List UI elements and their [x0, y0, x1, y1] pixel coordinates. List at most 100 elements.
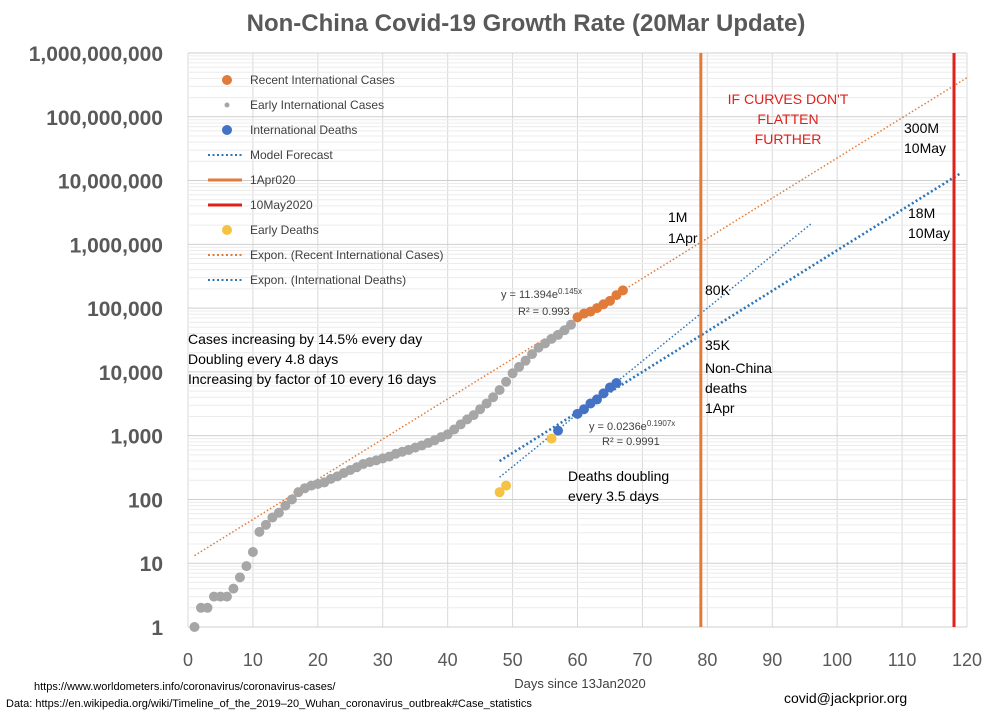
x-tick-label: 90	[762, 650, 782, 670]
deaths-80k-annotation: 80K	[705, 282, 731, 298]
data-points	[189, 285, 628, 632]
legend-international-deaths-label: International Deaths	[250, 123, 357, 137]
warning-annotation: IF CURVES DON'T FLATTEN FURTHER	[728, 91, 849, 147]
y-tick-label: 100	[128, 489, 163, 512]
cases-r-squared: R² = 0.993	[518, 306, 570, 318]
chart-title: Non-China Covid-19 Growth Rate (20Mar Up…	[247, 10, 806, 37]
early-international-cases-point	[559, 325, 570, 336]
x-axis-ticks: 0 10 20 30 40 50 60 70 80 90 100 110 120	[183, 650, 982, 670]
cases-growth-line-1: Cases increasing by 14.5% every day	[188, 331, 422, 347]
legend-early-international-cases-label: Early International Cases	[250, 98, 384, 112]
cases-10may-annotation: 300M 10May	[904, 120, 946, 156]
deaths-doubling-annotation: Deaths doubling every 3.5 days	[568, 468, 669, 504]
legend-early-deaths-label: Early Deaths	[250, 223, 319, 237]
early-international-cases-point	[189, 622, 200, 632]
x-tick-label: 10	[243, 650, 263, 670]
y-tick-label: 1,000,000	[70, 234, 163, 257]
legend-early-international-cases-marker	[224, 102, 230, 108]
international-deaths-point	[553, 425, 564, 436]
international-deaths-point	[598, 388, 609, 399]
x-tick-label: 30	[373, 650, 393, 670]
early-international-cases-point	[468, 410, 479, 421]
early-international-cases-point	[228, 583, 239, 594]
deaths-10may-date: 10May	[908, 225, 950, 241]
cases-10may-value: 300M	[904, 120, 939, 136]
legend: Recent International Cases Early Internat…	[208, 73, 443, 287]
early-international-cases-point	[520, 355, 531, 366]
early-international-cases-point	[481, 398, 492, 409]
x-axis-label: Days since 13Jan2020	[514, 676, 646, 691]
x-tick-label: 20	[308, 650, 328, 670]
legend-expon-recent-international-cases-label: Expon. (Recent International Cases)	[250, 248, 443, 262]
deaths-35k-line-4: 1Apr	[705, 400, 735, 416]
x-tick-label: 0	[183, 650, 193, 670]
cases-10may-date: 10May	[904, 140, 946, 156]
legend-10may2020-label: 10May2020	[250, 198, 313, 212]
legend-early-deaths-marker	[222, 225, 232, 235]
deaths-r-squared: R² = 0.9991	[602, 436, 660, 448]
early-international-cases-point	[247, 546, 258, 557]
x-tick-label: 70	[632, 650, 652, 670]
early-deaths-point	[494, 487, 505, 498]
y-axis-ticks: 1 10 100 1,000 10,000 100,000 1,000,000 10,000,…	[29, 43, 164, 640]
legend-recent-international-cases-label: Recent International Cases	[250, 73, 395, 87]
x-tick-label: 110	[888, 650, 917, 670]
deaths-10may-value: 18M	[908, 205, 935, 221]
deaths-doubling-line-2: every 3.5 days	[568, 488, 659, 504]
early-international-cases-point	[241, 561, 252, 572]
early-international-cases-point	[475, 404, 486, 415]
vertical-lines	[699, 53, 956, 627]
x-tick-label: 100	[822, 650, 852, 670]
early-international-cases-point	[221, 591, 232, 602]
recent-international-cases-point	[604, 295, 615, 306]
cases-1apr-annotation: 1M 1Apr	[668, 209, 698, 246]
y-tick-label: 100,000	[87, 298, 163, 321]
cases-equation-line1: y = 11.394e0.145x	[501, 287, 582, 301]
cases-growth-line-3: Increasing by factor of 10 every 16 days	[188, 371, 436, 387]
warning-line-2: FLATTEN	[757, 111, 818, 127]
legend-1apr020-label: 1Apr020	[250, 173, 296, 187]
y-tick-label: 10,000,000	[58, 171, 163, 194]
x-tick-label: 120	[952, 650, 982, 670]
deaths-equation-line1: y = 0.0236e0.1907x	[589, 419, 675, 433]
x-tick-label: 60	[567, 650, 587, 670]
x-tick-label: 80	[697, 650, 717, 670]
early-deaths-point	[501, 480, 512, 491]
early-international-cases-point	[494, 385, 505, 396]
early-international-cases-point	[260, 519, 271, 530]
early-international-cases-point	[566, 319, 577, 330]
legend-recent-international-cases-marker	[222, 75, 232, 85]
y-tick-label: 10	[140, 553, 163, 576]
deaths-35k-annotation: 35K Non-China deaths 1Apr	[705, 337, 772, 416]
early-deaths-point	[546, 433, 557, 444]
cases-1apr-value: 1M	[668, 209, 687, 225]
y-tick-label: 1,000,000,000	[29, 43, 163, 66]
cases-1apr-date: 1Apr	[668, 230, 698, 246]
early-international-cases-point	[234, 572, 245, 583]
y-tick-label: 1,000	[110, 426, 163, 449]
early-international-cases-point	[286, 494, 297, 505]
deaths-35k-line-3: deaths	[705, 380, 747, 396]
early-international-cases-point	[488, 392, 499, 403]
source-link-2[interactable]: Data: https://en.wikipedia.org/wiki/Time…	[6, 698, 532, 710]
warning-line-1: IF CURVES DON'T	[728, 91, 849, 107]
early-international-cases-point	[507, 368, 518, 379]
legend-model-forecast-label: Model Forecast	[250, 148, 333, 162]
international-deaths-point	[591, 394, 602, 405]
early-international-cases-point	[514, 361, 525, 372]
legend-international-deaths-marker	[222, 125, 232, 135]
y-tick-label: 1	[151, 617, 163, 640]
deaths-35k-value: 35K	[705, 337, 731, 353]
source-link-1[interactable]: https://www.worldometers.info/coronaviru…	[34, 681, 336, 693]
deaths-equation: y = 0.0236e0.1907x R² = 0.9991	[589, 419, 675, 448]
cases-equation: y = 11.394e0.145x R² = 0.993	[501, 287, 582, 318]
deaths-10may-annotation: 18M 10May	[908, 205, 950, 241]
early-international-cases-point	[273, 507, 284, 518]
international-deaths-point	[578, 404, 589, 415]
x-tick-label: 50	[503, 650, 523, 670]
contact-email[interactable]: covid@jackprior.org	[784, 690, 907, 706]
grid	[187, 52, 968, 628]
cases-growth-annotation: Cases increasing by 14.5% every day Doub…	[188, 331, 436, 387]
deaths-doubling-line-1: Deaths doubling	[568, 468, 669, 484]
